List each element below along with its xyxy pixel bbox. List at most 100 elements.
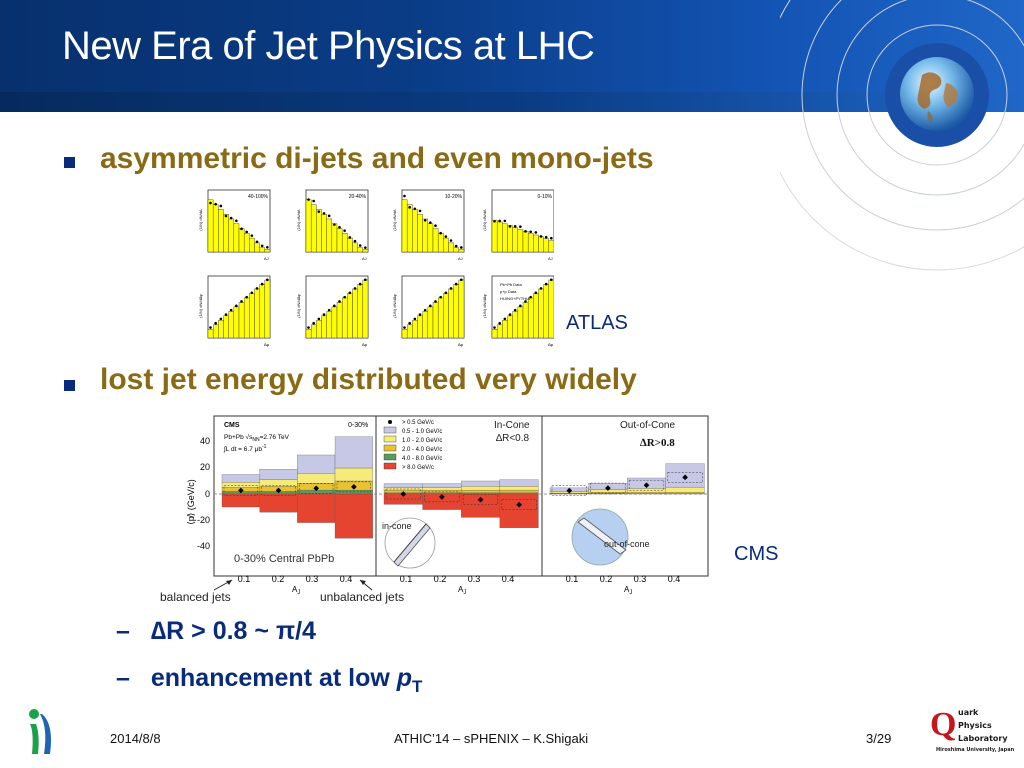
cms-data-point	[439, 494, 445, 500]
atlas-xlabel: ∆φ	[362, 342, 367, 347]
atlas-data-point	[534, 231, 538, 234]
atlas-hist-bar	[533, 293, 539, 339]
atlas-hist-bar	[238, 302, 245, 339]
atlas-hist-bar	[406, 204, 413, 253]
atlas-data-point	[408, 206, 411, 209]
decorative-arcs	[780, 0, 1024, 271]
cms-data-point	[400, 491, 407, 497]
atlas-hist-bar	[491, 219, 498, 253]
cms-error-box	[462, 494, 499, 505]
atlas-data-point	[429, 221, 432, 224]
atlas-hist-bar	[264, 279, 271, 339]
atlas-data-point	[434, 224, 437, 228]
atlas-hist-bar	[362, 279, 369, 339]
cms-data-point	[238, 487, 244, 494]
atlas-data-point	[439, 231, 442, 235]
atlas-data-point	[454, 244, 458, 248]
atlas-data-point	[534, 291, 538, 295]
footer-page: 3/29	[866, 731, 892, 746]
cms-legend-marker	[388, 420, 392, 424]
atlas-hist-bar	[412, 209, 418, 253]
logo-line-physics: Physics	[958, 721, 992, 730]
atlas-data-point	[539, 287, 543, 290]
out-of-cone-diagram: out-of-cone	[571, 508, 650, 566]
cms-legend-entry: 2.0 - 4.0 GeV/c	[402, 447, 442, 453]
atlas-hist-bar	[437, 233, 444, 253]
atlas-hist-bar	[422, 218, 429, 253]
atlas-ylabel: (1/N) dN/dA	[392, 209, 397, 230]
atlas-panel-label: 40-100%	[248, 194, 269, 200]
cms-stack-bar	[422, 489, 462, 493]
atlas-data-point	[333, 223, 336, 226]
atlas-figure: 40-100% AJ (1/N) dN/dA ∆φ (1/N) dN/d∆φ 20-40%…	[192, 186, 554, 358]
cms-xtick: 0.3	[634, 574, 647, 584]
cms-xtick: 0.4	[340, 574, 353, 584]
atlas-hist-bar	[502, 223, 508, 253]
cms-panel3-sub: ∆R>0.8	[640, 437, 675, 449]
atlas-hist-bar	[507, 225, 513, 253]
header-band	[0, 0, 1024, 100]
cms-data-point	[682, 474, 688, 481]
atlas-data-point	[449, 287, 453, 290]
cms-legend-swatch	[383, 435, 397, 443]
atlas-ylabel: (1/N) dN/d∆φ	[296, 294, 301, 318]
cms-xtick: 0.4	[502, 574, 515, 584]
cms-ytick: -20	[197, 515, 210, 525]
bullet-lost-energy: lost jet energy distributed very widely	[100, 363, 637, 396]
atlas-hist-bar	[453, 284, 460, 339]
atlas-hist-bar	[249, 293, 255, 339]
atlas-hist-bar	[264, 249, 271, 253]
cms-stack-bar	[627, 492, 666, 494]
cms-xtick: 0.2	[434, 574, 447, 584]
atlas-data-point	[266, 278, 269, 282]
atlas-hist-bar	[249, 237, 255, 253]
atlas-hist-bar	[341, 297, 348, 339]
cms-xtick: 0.2	[272, 574, 285, 584]
cms-legend-swatch	[383, 426, 397, 434]
footer-center: ATHIC’14 – sPHENIX – K.Shigaki	[394, 731, 589, 746]
cms-xtick: 0.2	[600, 574, 613, 584]
atlas-data-point	[524, 230, 527, 233]
cms-label: CMS	[734, 543, 779, 565]
atlas-data-point	[519, 304, 522, 308]
cms-panel2-sub: ∆R<0.8	[496, 433, 530, 444]
atlas-data-point	[317, 210, 321, 213]
atlas-data-point	[529, 295, 532, 299]
cms-stack-bar	[259, 493, 298, 513]
atlas-hist-bar	[512, 227, 519, 253]
cms-header: CMS	[224, 422, 240, 429]
cms-stack-bar	[499, 486, 539, 491]
atlas-data-point	[327, 214, 331, 218]
atlas-data-point	[255, 287, 259, 290]
cms-legend-entry: > 8.0 GeV/c	[402, 465, 434, 471]
atlas-hist-bar	[448, 288, 454, 339]
out-of-cone-label: out-of-cone	[604, 539, 650, 549]
atlas-hist-bar	[331, 306, 338, 339]
atlas-xlabel: ∆φ	[458, 342, 463, 347]
atlas-data-point	[307, 198, 310, 201]
cms-ytick: -40	[197, 541, 210, 551]
atlas-data-point	[460, 246, 463, 249]
atlas-xlabel: AJ	[458, 256, 463, 261]
cms-stack-bar	[297, 493, 336, 523]
atlas-data-point	[498, 219, 501, 223]
atlas-hist-bar	[228, 218, 235, 253]
atlas-xlabel: AJ	[362, 256, 367, 261]
atlas-data-point	[348, 291, 352, 295]
cms-stack-bar	[422, 483, 462, 488]
atlas-data-point	[503, 317, 507, 321]
atlas-hist-bar	[357, 284, 364, 339]
atlas-hist-bar	[352, 242, 358, 253]
atlas-data-point	[327, 308, 331, 312]
atlas-data-point	[219, 204, 223, 208]
university-logo-icon	[29, 709, 51, 754]
atlas-data-point	[245, 230, 248, 234]
sub-bullet-dash: –	[116, 664, 130, 692]
atlas-hist-bar	[243, 297, 250, 339]
cms-legend-swatch	[383, 462, 397, 470]
atlas-data-point	[255, 240, 259, 244]
cms-error-box	[424, 491, 460, 503]
atlas-hist-bar	[548, 279, 554, 339]
atlas-data-point	[312, 199, 315, 203]
cms-ytick: 0	[205, 489, 210, 499]
